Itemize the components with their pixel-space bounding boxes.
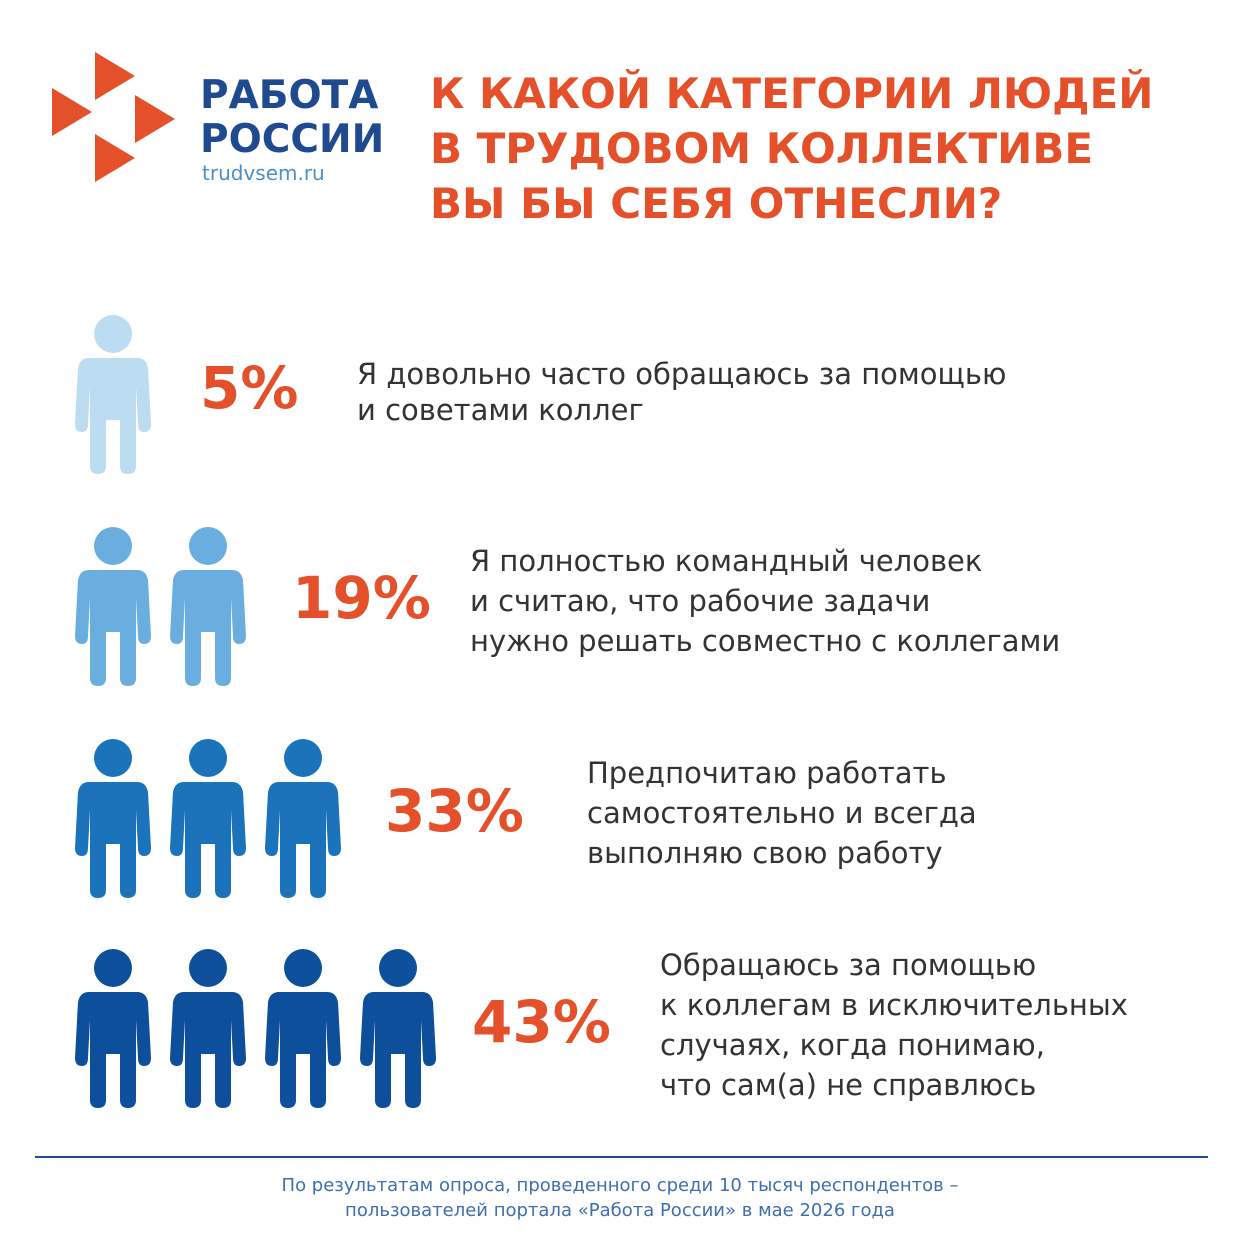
answer-line: и советами коллег: [357, 393, 644, 427]
answer-line: Обращаюсь за помощью: [660, 948, 1036, 982]
logo-arrow: [52, 88, 92, 136]
person-icon: [75, 527, 151, 686]
logo-mark: [52, 52, 175, 182]
person-body: [75, 570, 151, 686]
answer-line: случаях, когда понимаю,: [660, 1028, 1045, 1062]
footer-line: пользователей портала «Работа России» в …: [345, 1200, 895, 1221]
person-body: [75, 992, 151, 1108]
answer-line: самостоятельно и всегда: [587, 796, 977, 830]
logo-arrow: [95, 134, 135, 182]
logo-arrow: [135, 95, 175, 143]
answer-line: выполняю свою работу: [587, 836, 943, 870]
person-body: [360, 992, 436, 1108]
person-body: [75, 358, 151, 474]
person-head: [94, 527, 132, 565]
person-icon: [265, 949, 341, 1108]
brand-line: РОССИИ: [200, 117, 384, 162]
person-body: [170, 570, 246, 686]
person-head: [94, 949, 132, 987]
person-icon: [75, 949, 151, 1108]
title-line: К КАКОЙ КАТЕГОРИИ ЛЮДЕЙ: [430, 68, 1153, 118]
site: trudvsem.ru: [202, 161, 325, 185]
title-line: В ТРУДОВОМ КОЛЛЕКТИВЕ: [430, 124, 1093, 173]
answer-line: что сам(а) не справлюсь: [660, 1068, 1036, 1102]
person-head: [94, 739, 132, 777]
person-body: [265, 992, 341, 1108]
person-icon: [170, 527, 246, 686]
title-line: ВЫ БЫ СЕБЯ ОТНЕСЛИ?: [430, 179, 1002, 228]
answer-line: к коллегам в исключительных: [660, 988, 1128, 1022]
person-head: [94, 315, 132, 353]
person-body: [170, 992, 246, 1108]
percent: 5%: [200, 354, 298, 422]
person-icon: [170, 949, 246, 1108]
person-head: [379, 949, 417, 987]
logo-arrow: [95, 52, 135, 100]
person-head: [189, 527, 227, 565]
person-icon: [360, 949, 436, 1108]
person-body: [170, 782, 246, 898]
person-head: [189, 739, 227, 777]
person-head: [284, 739, 322, 777]
brand-line: РАБОТА: [200, 73, 378, 118]
footer-line: По результатам опроса, проведенного сред…: [282, 1175, 959, 1196]
answer-line: Я довольно часто обращаюсь за помощью: [357, 357, 1006, 391]
person-head: [284, 949, 322, 987]
answer-line: Я полностью командный человек: [470, 544, 982, 578]
answer-line: Предпочитаю работать: [587, 756, 947, 790]
person-icon: [170, 739, 246, 898]
answer-line: и считаю, что рабочие задачи: [470, 584, 930, 618]
percent: 33%: [385, 777, 524, 845]
person-icon: [75, 739, 151, 898]
person-icon: [75, 315, 151, 474]
percent: 43%: [472, 988, 611, 1056]
person-head: [189, 949, 227, 987]
person-body: [75, 782, 151, 898]
person-body: [265, 782, 341, 898]
percent: 19%: [292, 564, 431, 632]
person-icon: [265, 739, 341, 898]
answer-line: нужно решать совместно с коллегами: [470, 624, 1060, 658]
